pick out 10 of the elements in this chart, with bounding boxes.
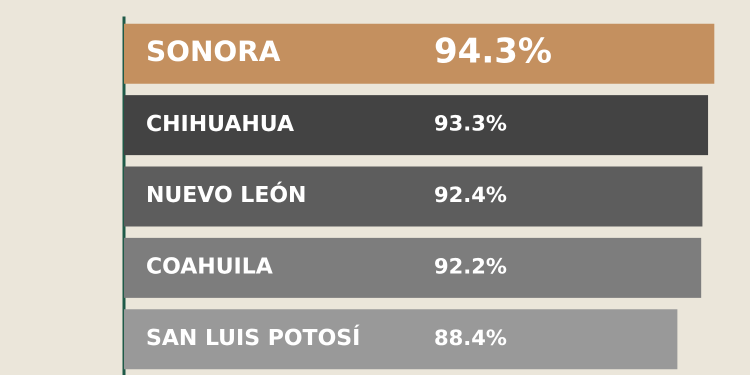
data-label: 92.4% bbox=[434, 182, 507, 207]
data-label: 94.3% bbox=[434, 32, 552, 72]
data-label: 93.3% bbox=[434, 112, 507, 136]
data-label: 88.4% bbox=[434, 326, 507, 350]
y-tick-label: CHIHUAHUA bbox=[146, 112, 294, 137]
data-label: 92.2% bbox=[434, 254, 507, 278]
y-tick-label: SAN LUIS POTOSÍ bbox=[146, 324, 360, 352]
y-tick-label: NUEVO LEÓN bbox=[146, 181, 306, 208]
y-tick-label: SONORA bbox=[146, 34, 281, 68]
y-tick-label: COAHUILA bbox=[146, 254, 273, 280]
